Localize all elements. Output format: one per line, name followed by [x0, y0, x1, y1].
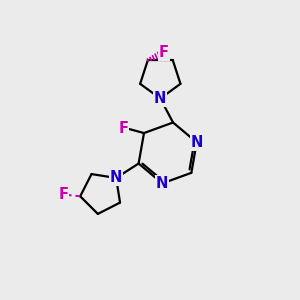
Text: N: N [110, 170, 122, 185]
Text: F: F [159, 45, 169, 60]
Text: F: F [118, 121, 128, 136]
Text: N: N [154, 91, 167, 106]
Text: F: F [58, 187, 68, 202]
Text: N: N [156, 176, 169, 191]
Text: N: N [190, 135, 203, 150]
